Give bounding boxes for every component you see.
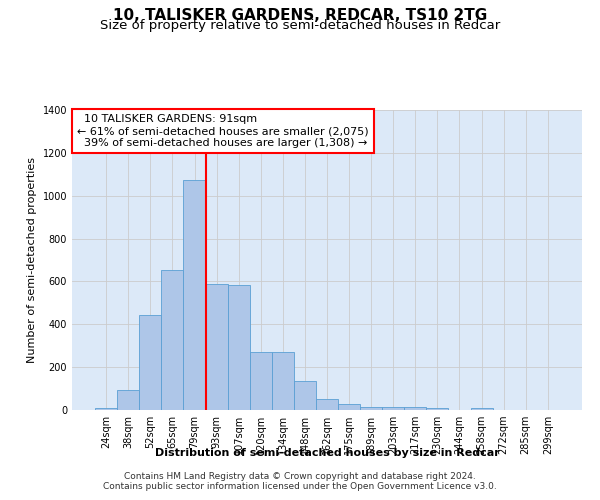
Bar — [338, 404, 360, 410]
Bar — [139, 314, 161, 410]
Text: Size of property relative to semi-detached houses in Redcar: Size of property relative to semi-detach… — [100, 18, 500, 32]
Bar — [360, 407, 382, 410]
Text: Contains HM Land Registry data © Crown copyright and database right 2024.: Contains HM Land Registry data © Crown c… — [124, 472, 476, 481]
Y-axis label: Number of semi-detached properties: Number of semi-detached properties — [27, 157, 37, 363]
Text: 10, TALISKER GARDENS, REDCAR, TS10 2TG: 10, TALISKER GARDENS, REDCAR, TS10 2TG — [113, 8, 487, 22]
Bar — [250, 352, 272, 410]
Bar — [427, 408, 448, 410]
Bar — [294, 381, 316, 410]
Bar — [95, 408, 117, 410]
Bar — [404, 407, 427, 410]
Bar — [161, 270, 184, 410]
Bar — [316, 400, 338, 410]
Text: Distribution of semi-detached houses by size in Redcar: Distribution of semi-detached houses by … — [155, 448, 499, 458]
Bar — [117, 390, 139, 410]
Text: 10 TALISKER GARDENS: 91sqm
← 61% of semi-detached houses are smaller (2,075)
  3: 10 TALISKER GARDENS: 91sqm ← 61% of semi… — [77, 114, 369, 148]
Bar — [184, 180, 206, 410]
Bar — [206, 284, 227, 410]
Bar — [227, 284, 250, 410]
Bar — [470, 408, 493, 410]
Bar — [382, 407, 404, 410]
Bar — [272, 352, 294, 410]
Text: Contains public sector information licensed under the Open Government Licence v3: Contains public sector information licen… — [103, 482, 497, 491]
